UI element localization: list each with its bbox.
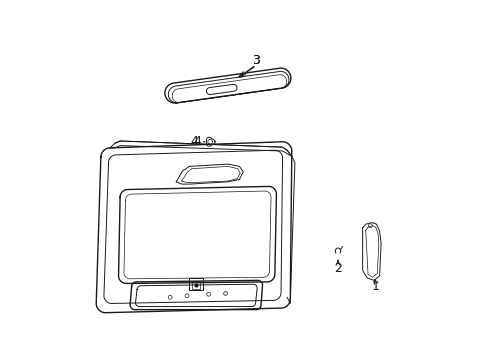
Text: 1: 1 bbox=[371, 280, 379, 293]
Text: 3: 3 bbox=[252, 54, 260, 67]
Bar bbox=[192, 281, 200, 289]
Text: 4: 4 bbox=[193, 135, 201, 148]
Text: 2: 2 bbox=[333, 261, 341, 275]
Text: 3: 3 bbox=[252, 54, 260, 67]
Bar bbox=[189, 278, 203, 291]
Text: 4: 4 bbox=[190, 135, 198, 148]
